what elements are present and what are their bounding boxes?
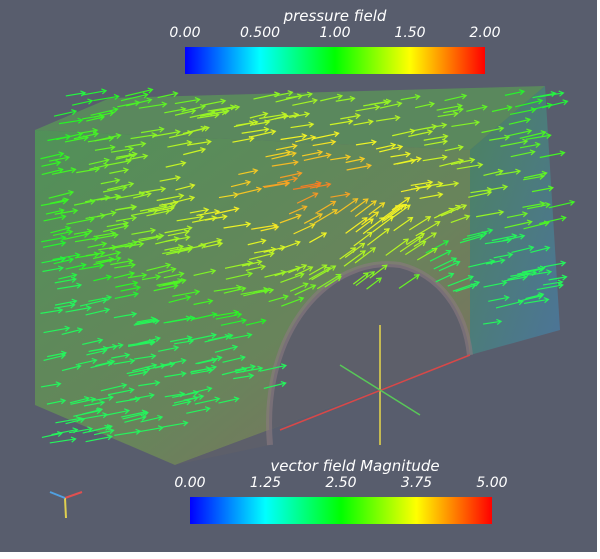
render-view: pressure field 0.00 0.500 1.00 1.50 2.00 vec…	[0, 0, 600, 559]
tick-label: 0.500	[240, 25, 280, 41]
page: {"legends": [ {"title": "pressure field"…	[0, 0, 600, 559]
color-bar	[185, 47, 485, 74]
tick-label: 1.25	[250, 475, 281, 491]
tick-label: 2.00	[469, 25, 500, 41]
color-bar	[190, 497, 492, 524]
tick-label: 1.00	[319, 25, 350, 41]
tick-label: 0.00	[169, 25, 200, 41]
tick-label: 2.50	[325, 475, 356, 491]
triad-axis	[65, 498, 66, 518]
tick-label: 5.00	[476, 475, 507, 491]
tick-label: 1.50	[394, 25, 425, 41]
tick-label: 3.75	[401, 475, 432, 491]
tick-label: 0.00	[174, 475, 205, 491]
legend-title: vector field Magnitude	[270, 457, 439, 475]
legend-title: pressure field	[283, 7, 387, 25]
